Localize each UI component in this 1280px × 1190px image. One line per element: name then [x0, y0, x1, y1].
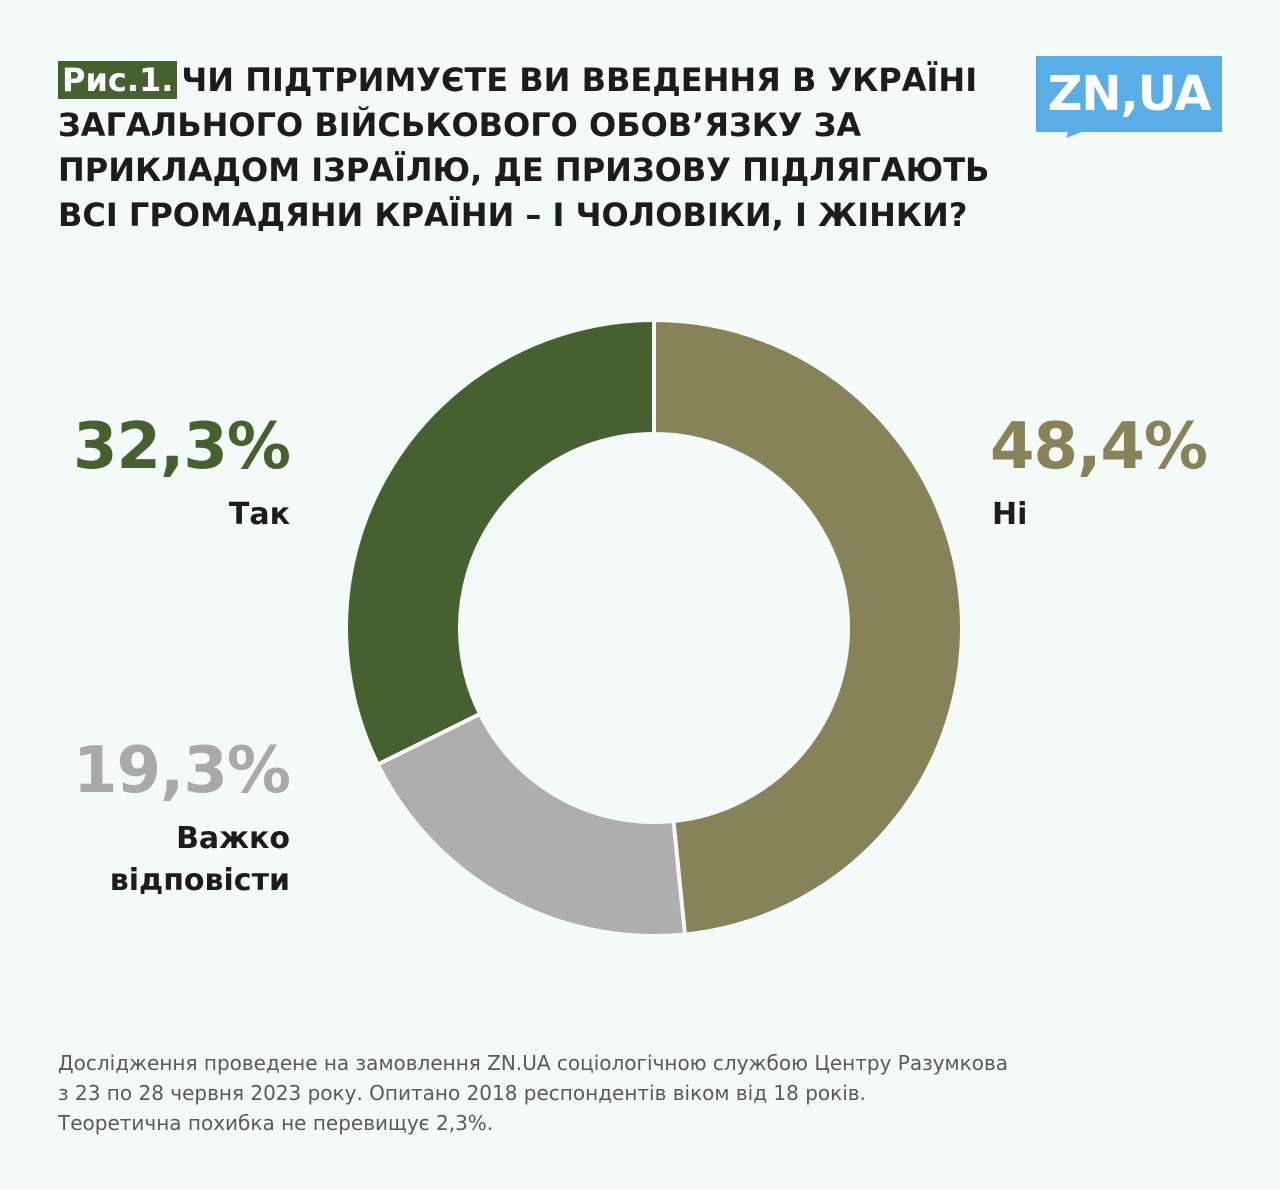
chart-title: Рис.1. ЧИ ПІДТРИМУЄТЕ ВИ ВВЕДЕННЯ В УКРАЇ… — [58, 58, 1018, 238]
slice-label-no: Ні — [992, 497, 1028, 532]
footnote-line: Дослідження проведене на замовлення ZN.U… — [58, 1051, 1008, 1075]
slice-yes — [344, 317, 656, 768]
slice-value-hard-to-say: 19,3% — [72, 734, 291, 808]
slice-label-hard-to-say: Важко відповісти — [109, 821, 290, 898]
logo-speech-bubble-icon — [1036, 56, 1222, 138]
footnote-line: з 23 по 28 червня 2023 року. Опитано 201… — [58, 1081, 866, 1105]
chart-title-text: ЧИ ПІДТРИМУЄТЕ ВИ ВВЕДЕННЯ В УКРАЇНІ ЗАГ… — [58, 61, 990, 234]
zn-ua-logo: ZN,UA — [1036, 56, 1222, 138]
slice-value-no: 48,4% — [990, 410, 1208, 484]
survey-footnote: Дослідження проведене на замовлення ZN.U… — [58, 1048, 1208, 1138]
footnote-line: Теоретична похибка не перевищує 2,3%. — [58, 1111, 494, 1135]
slice-label-yes: Так — [228, 497, 290, 532]
logo-text: ZN,UA — [1047, 66, 1212, 122]
slice-value-yes: 32,3% — [72, 410, 291, 484]
figure-badge: Рис.1. — [58, 61, 178, 99]
slice-no — [652, 317, 964, 937]
slice-hard-to-say — [375, 711, 688, 938]
